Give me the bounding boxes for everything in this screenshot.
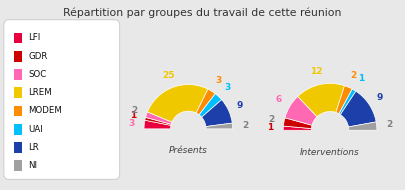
Wedge shape (147, 85, 208, 122)
Text: LREM: LREM (28, 88, 52, 97)
Bar (14, 160, 22, 171)
Bar (14, 124, 22, 135)
Text: 9: 9 (237, 101, 243, 110)
Text: SOC: SOC (28, 70, 47, 79)
Wedge shape (283, 126, 311, 130)
Text: LFI: LFI (28, 33, 40, 43)
Wedge shape (336, 86, 352, 114)
Wedge shape (145, 117, 171, 125)
Text: 25: 25 (162, 71, 175, 80)
Wedge shape (298, 83, 345, 117)
Wedge shape (145, 112, 172, 124)
Text: 2: 2 (268, 115, 274, 124)
FancyBboxPatch shape (4, 20, 120, 179)
Bar (14, 33, 22, 43)
Text: NI: NI (28, 161, 37, 170)
Bar (14, 87, 22, 98)
Text: MODEM: MODEM (28, 106, 62, 116)
Text: 3: 3 (224, 83, 230, 92)
Wedge shape (284, 118, 312, 129)
Text: 2: 2 (387, 120, 393, 129)
Wedge shape (144, 120, 171, 129)
Text: 2: 2 (350, 71, 357, 80)
Text: Présents: Présents (169, 146, 208, 155)
Text: 9: 9 (377, 93, 383, 102)
Text: 3: 3 (215, 76, 222, 85)
Text: 1: 1 (358, 74, 364, 83)
Text: 1: 1 (130, 112, 136, 120)
Text: LR: LR (28, 143, 39, 152)
Text: 3: 3 (129, 119, 135, 128)
Text: 12: 12 (311, 67, 323, 76)
Wedge shape (206, 123, 232, 129)
Wedge shape (202, 100, 232, 127)
Bar (14, 69, 22, 80)
Text: Interventions: Interventions (300, 148, 360, 157)
Wedge shape (349, 122, 377, 130)
Text: 1: 1 (267, 123, 273, 132)
Bar (14, 51, 22, 62)
Bar (14, 142, 22, 153)
Text: 2: 2 (242, 121, 248, 130)
Wedge shape (285, 96, 317, 125)
Wedge shape (199, 94, 222, 117)
Text: Répartition par groupes du travail de cette réunion: Répartition par groupes du travail de ce… (63, 8, 342, 18)
Text: UAI: UAI (28, 125, 43, 134)
Text: GDR: GDR (28, 52, 48, 61)
Wedge shape (340, 91, 376, 127)
Text: 2: 2 (132, 106, 138, 115)
Wedge shape (196, 89, 215, 115)
Text: 6: 6 (275, 95, 282, 104)
Bar (14, 106, 22, 116)
Wedge shape (339, 89, 356, 115)
